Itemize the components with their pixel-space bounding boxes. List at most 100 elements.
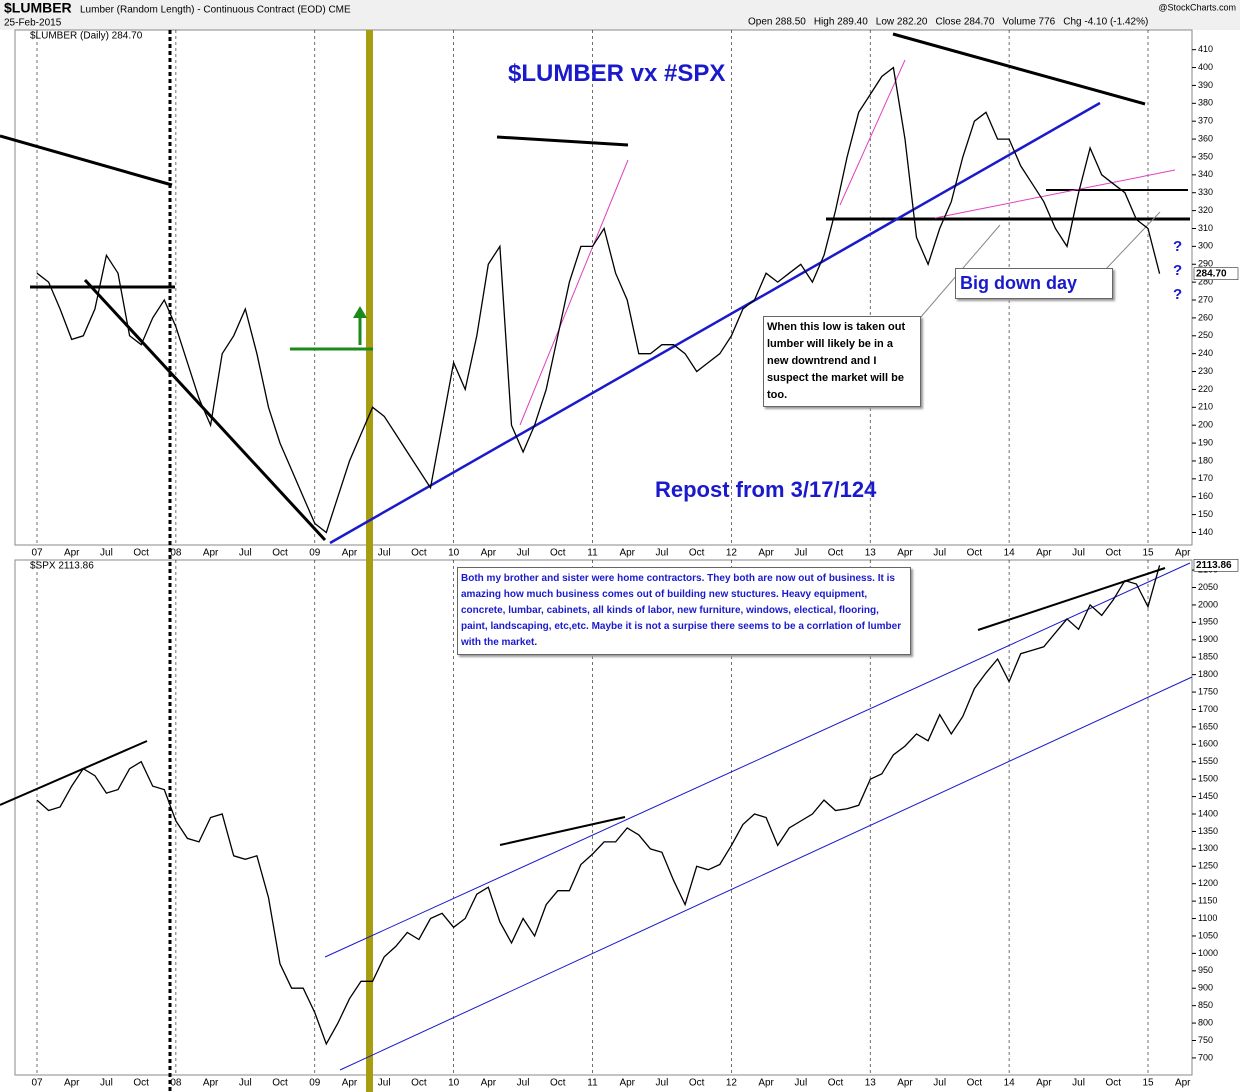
y-tick-label: 360 bbox=[1198, 133, 1213, 143]
y-tick-label: 1600 bbox=[1198, 739, 1218, 749]
y-tick-label: 410 bbox=[1198, 44, 1213, 54]
y-tick-label: 260 bbox=[1198, 312, 1213, 322]
source: @StockCharts.com bbox=[1158, 2, 1236, 12]
annotation: When this low is taken out lumber will l… bbox=[763, 316, 921, 407]
y-tick-label: 900 bbox=[1198, 983, 1213, 993]
y-tick-label: 300 bbox=[1198, 241, 1213, 251]
y-tick-label: 310 bbox=[1198, 223, 1213, 233]
annotation: ? bbox=[1173, 286, 1183, 303]
x-tick-label: Apr bbox=[64, 548, 80, 559]
x-tick-label: Oct bbox=[1106, 548, 1122, 559]
quote-field: High 289.40 bbox=[814, 17, 868, 28]
x-tick-label: Oct bbox=[550, 1078, 566, 1089]
x-tick-label: Oct bbox=[828, 548, 844, 559]
y-tick-label: 190 bbox=[1198, 437, 1213, 447]
x-tick-label: 14 bbox=[1004, 1078, 1016, 1089]
x-tick-label: Oct bbox=[272, 548, 288, 559]
y-tick-label: 1900 bbox=[1198, 634, 1218, 644]
x-tick-label: 08 bbox=[170, 1078, 182, 1089]
x-tick-label: 14 bbox=[1004, 548, 1016, 559]
channel-line bbox=[324, 562, 1191, 958]
annotation: ? bbox=[1173, 238, 1183, 255]
x-tick-label: Oct bbox=[133, 1078, 149, 1089]
y-tick-label: 950 bbox=[1198, 965, 1213, 975]
y-tick-label: 1250 bbox=[1198, 861, 1218, 871]
x-tick-label: Apr bbox=[203, 548, 219, 559]
header-band bbox=[0, 0, 1240, 30]
arrow-head bbox=[353, 306, 367, 318]
x-tick-label: 08 bbox=[170, 548, 182, 559]
y-tick-label: 230 bbox=[1198, 366, 1213, 376]
x-tick-label: Oct bbox=[828, 1078, 844, 1089]
quote-field: Open 288.50 bbox=[748, 17, 806, 28]
x-tick-label: 11 bbox=[587, 1078, 598, 1089]
y-tick-label: 1700 bbox=[1198, 704, 1218, 714]
x-tick-label: Jul bbox=[1072, 548, 1085, 559]
y-tick-label: 290 bbox=[1198, 259, 1213, 269]
x-tick-label: 12 bbox=[726, 548, 738, 559]
x-tick-label: 10 bbox=[448, 1078, 460, 1089]
y-tick-label: 320 bbox=[1198, 205, 1213, 215]
x-tick-label: Jul bbox=[100, 1078, 113, 1089]
y-tick-label: 380 bbox=[1198, 98, 1213, 108]
x-tick-label: 07 bbox=[31, 548, 43, 559]
x-tick-label: 09 bbox=[309, 1078, 321, 1089]
y-tick-label: 700 bbox=[1198, 1052, 1213, 1062]
trend-line bbox=[839, 59, 906, 206]
trend-line bbox=[519, 159, 629, 426]
panel-frame bbox=[14, 29, 1193, 546]
x-tick-label: Jul bbox=[378, 548, 391, 559]
x-tick-label: Oct bbox=[133, 548, 149, 559]
y-tick-label: 1400 bbox=[1198, 808, 1218, 818]
callout-pointer bbox=[1104, 211, 1161, 271]
y-tick-label: 210 bbox=[1198, 402, 1213, 412]
annotation: Both my brother and sister were home con… bbox=[457, 567, 911, 655]
x-tick-label: Apr bbox=[481, 1078, 497, 1089]
date: 25-Feb-2015 bbox=[4, 18, 62, 29]
x-tick-label: 12 bbox=[726, 1078, 738, 1089]
x-tick-label: Oct bbox=[1106, 1078, 1122, 1089]
x-tick-label: Oct bbox=[411, 548, 427, 559]
last-price-label: 2113.86 bbox=[1196, 560, 1232, 571]
description: Lumber (Random Length) - Continuous Cont… bbox=[80, 5, 351, 16]
y-tick-label: 270 bbox=[1198, 294, 1213, 304]
trend-line bbox=[892, 32, 1146, 106]
y-tick-label: 1100 bbox=[1198, 913, 1217, 923]
drawings bbox=[0, 30, 1193, 1092]
channel-line bbox=[339, 676, 1193, 1071]
x-tick-label: 07 bbox=[31, 1078, 43, 1089]
y-tick-label: 180 bbox=[1198, 455, 1213, 465]
legend-label: $SPX 2113.86 bbox=[30, 561, 94, 572]
x-tick-label: Jul bbox=[100, 548, 113, 559]
x-tick-label: Jul bbox=[656, 548, 669, 559]
x-tick-label: 13 bbox=[865, 548, 877, 559]
quote-field: Low 282.20 bbox=[876, 17, 928, 28]
y-tick-label: 2000 bbox=[1198, 599, 1218, 609]
x-tick-label: Oct bbox=[967, 548, 983, 559]
y-tick-label: 1300 bbox=[1198, 843, 1218, 853]
trend-line bbox=[0, 134, 173, 187]
x-tick-label: Jul bbox=[794, 1078, 807, 1089]
trend-line bbox=[496, 135, 629, 147]
trend-line bbox=[0, 740, 148, 806]
y-tick-label: 390 bbox=[1198, 80, 1213, 90]
panel-frame bbox=[14, 559, 1193, 1076]
x-tick-label: Jul bbox=[378, 1078, 391, 1089]
x-tick-label: Apr bbox=[1036, 1078, 1052, 1089]
x-tick-label: Apr bbox=[1175, 548, 1191, 559]
y-tick-label: 1800 bbox=[1198, 669, 1218, 679]
y-tick-label: 1650 bbox=[1198, 721, 1218, 731]
x-tick-label: Jul bbox=[794, 548, 807, 559]
trend-line bbox=[977, 567, 1166, 631]
y-tick-label: 1350 bbox=[1198, 826, 1218, 836]
symbol: $LUMBER bbox=[4, 0, 72, 16]
y-tick-label: 170 bbox=[1198, 473, 1213, 483]
x-tick-label: Apr bbox=[64, 1078, 80, 1089]
y-tick-label: 280 bbox=[1198, 277, 1213, 287]
x-tick-label: 13 bbox=[865, 1078, 877, 1089]
x-tick-label: Oct bbox=[550, 548, 566, 559]
last-price-box bbox=[1193, 559, 1239, 572]
x-tick-label: 10 bbox=[448, 548, 460, 559]
